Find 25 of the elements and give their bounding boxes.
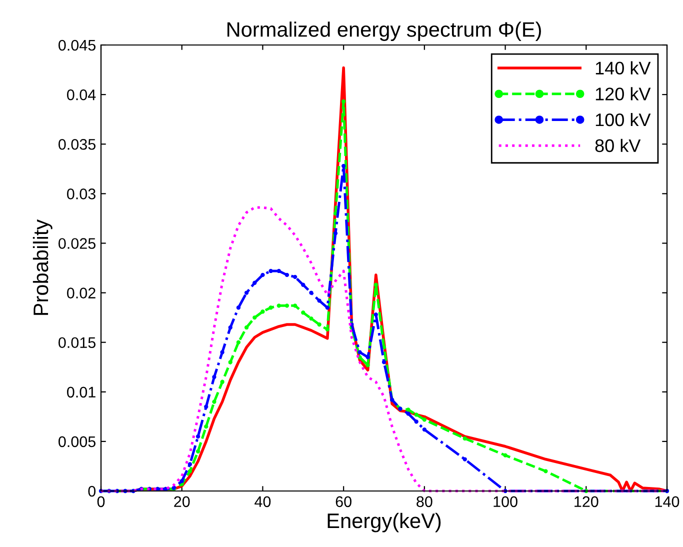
y-tick-label: 0 <box>88 486 96 497</box>
x-tick-label: 20 <box>174 496 190 508</box>
y-tick-label: 0.025 <box>58 238 96 249</box>
x-tick-label: 120 <box>574 496 598 508</box>
legend-label: 120 kV <box>596 87 651 100</box>
y-tick-label: 0.005 <box>58 436 96 448</box>
y-tick-label: 0.02 <box>67 288 96 298</box>
x-tick-label: 0 <box>97 496 105 508</box>
legend-label: 100 kV <box>596 112 651 126</box>
x-tick-label: 100 <box>494 496 518 508</box>
y-tick-label: 0.045 <box>58 40 96 51</box>
legend-label: 80 kV <box>595 138 641 152</box>
y-axis-title: Probability <box>32 219 52 315</box>
x-axis-title: Energy(keV) <box>328 512 441 532</box>
y-tick-label: 0.01 <box>67 386 96 398</box>
y-tick-label: 0.03 <box>67 188 96 200</box>
y-tick-label: 0.015 <box>58 337 96 348</box>
x-tick-label: 140 <box>655 496 680 508</box>
y-tick-label: 0.035 <box>58 138 96 150</box>
x-tick-label: 80 <box>416 496 432 508</box>
y-tick-label: 0.04 <box>67 89 96 100</box>
x-tick-label: 40 <box>254 496 271 508</box>
chart-title: Normalized energy spectrum Φ(E) <box>227 22 541 41</box>
legend-label: 140 kV <box>596 61 651 75</box>
x-tick-label: 60 <box>336 496 352 508</box>
